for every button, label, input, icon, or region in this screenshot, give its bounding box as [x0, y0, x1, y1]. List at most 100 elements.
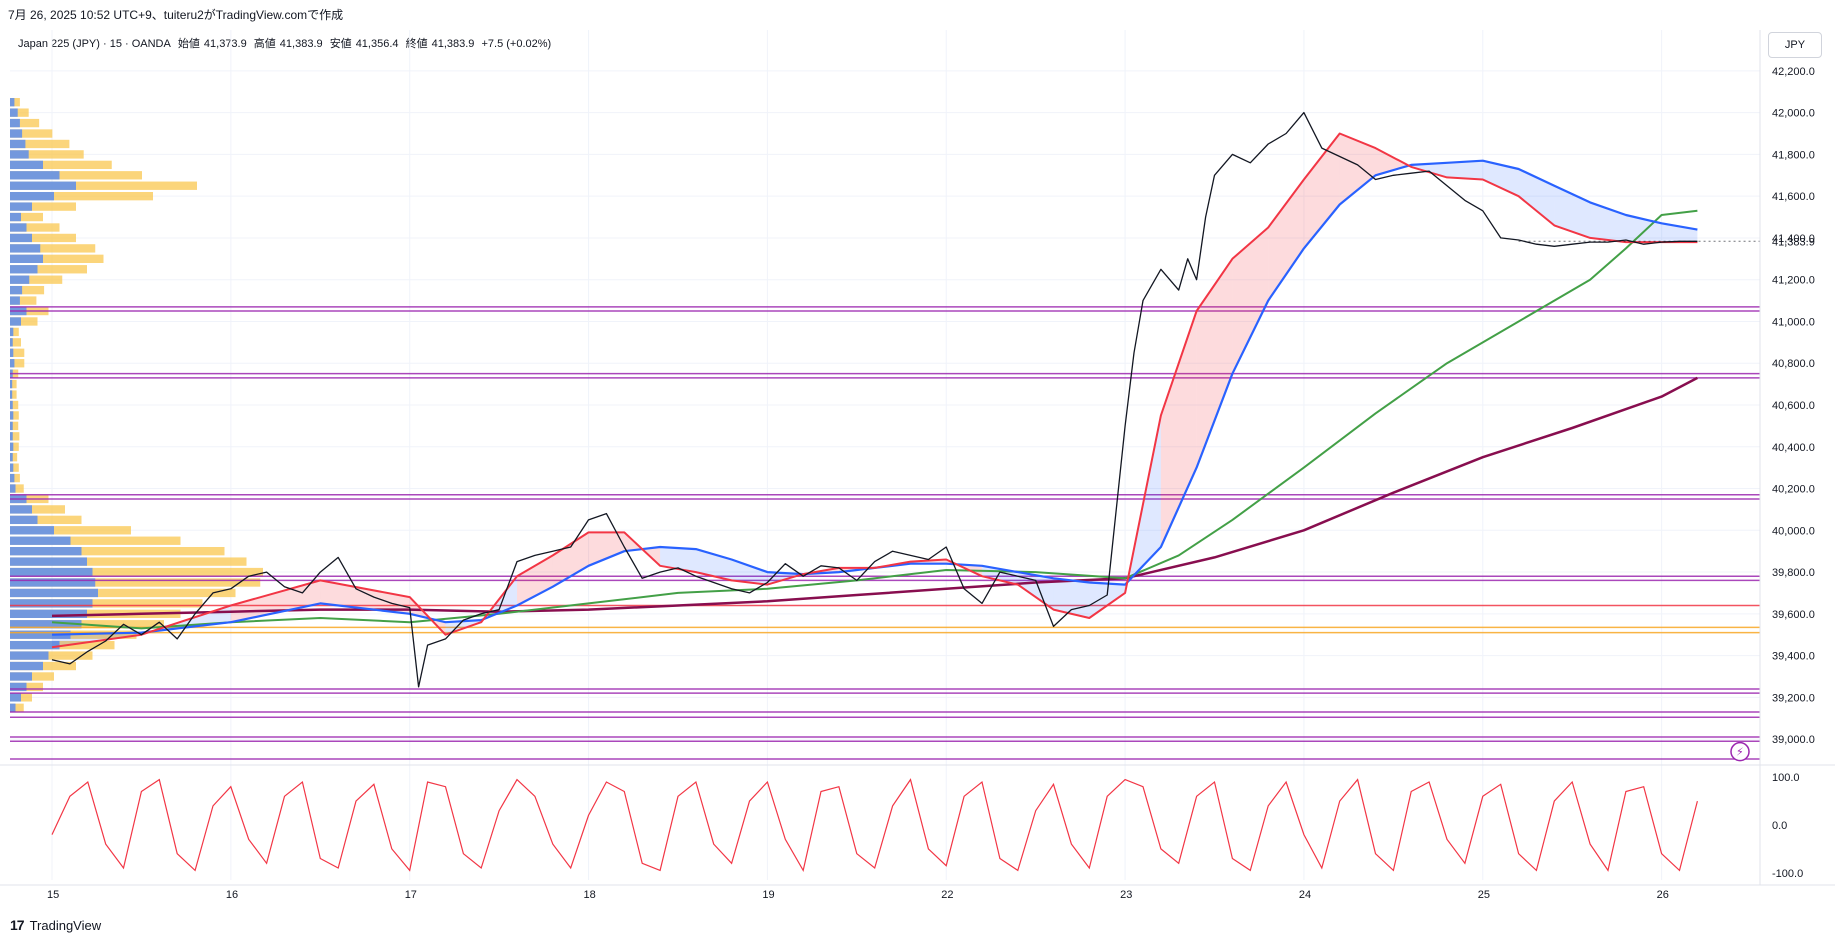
profile-bar-up	[10, 129, 23, 138]
profile-bar-down	[10, 515, 82, 525]
series-line-ema-mid	[51, 159, 1698, 636]
ribbon-fill-segment	[660, 547, 696, 573]
profile-bar-down	[10, 223, 60, 232]
y-tick-label: 39,200.0	[1772, 692, 1815, 704]
profile-bar-down	[10, 108, 29, 117]
y-tick-label: 41,000.0	[1772, 316, 1815, 328]
profile-bar-down	[10, 703, 24, 712]
x-tick-label: 23	[1120, 889, 1132, 901]
ribbon-fill-segment	[731, 559, 768, 585]
profile-bar-down	[10, 192, 153, 201]
profile-bar-down	[10, 254, 104, 263]
profile-bar-up	[10, 265, 38, 274]
symbol-name[interactable]: Japan 225 (JPY) · 15 · OANDA	[18, 38, 171, 50]
x-tick-label: 25	[1478, 889, 1490, 901]
profile-bar-down	[10, 317, 38, 326]
profile-bar-up	[10, 192, 54, 201]
open-label: 始値	[177, 38, 200, 50]
profile-bar-down	[10, 327, 19, 337]
profile-bar-up	[10, 453, 13, 462]
ribbon-fill-segment	[1196, 258, 1233, 468]
ribbon-fill-segment	[1232, 227, 1269, 374]
y-tick-label: 40,600.0	[1772, 400, 1815, 412]
ribbon-fill-segment	[1518, 169, 1555, 226]
x-tick-label: 19	[762, 889, 774, 901]
profile-bar-up	[10, 682, 27, 692]
profile-bar-up	[10, 98, 15, 107]
profile-bar-down	[10, 338, 21, 347]
x-tick-label: 15	[47, 889, 59, 901]
profile-bar-up	[10, 578, 96, 587]
currency-button[interactable]: JPY	[1768, 32, 1822, 58]
profile-bar-up	[10, 285, 23, 295]
profile-bar-down	[10, 118, 40, 128]
profile-bar-up	[10, 171, 60, 180]
profile-bar-down	[10, 359, 25, 368]
profile-bar-up	[10, 703, 16, 712]
ribbon-fill-segment	[1447, 160, 1483, 180]
high-value: 41,383.9	[279, 38, 323, 50]
profile-bar-up	[10, 317, 21, 326]
ribbon-fill-segment	[1339, 133, 1376, 205]
profile-bar-up	[10, 536, 71, 545]
profile-bar-down	[10, 129, 53, 138]
profile-bar-up	[10, 379, 13, 389]
x-tick-label: 26	[1657, 889, 1669, 901]
profile-bar-down	[10, 150, 84, 159]
profile-bar-up	[10, 505, 32, 514]
profile-bar-up	[10, 421, 13, 431]
last-price-label: 41,383.9	[1772, 236, 1815, 248]
series-line-ema-fast	[51, 132, 1698, 649]
profile-bar-down	[10, 296, 37, 305]
low-value: 41,356.4	[355, 38, 399, 50]
ribbon-fill-segment	[1411, 162, 1448, 178]
profile-bar-up	[10, 212, 21, 222]
ribbon-fill-segment	[588, 532, 625, 566]
x-tick-label: 16	[226, 889, 238, 901]
ribbon-fill-segment	[1160, 311, 1197, 547]
profile-bar-up	[10, 609, 87, 618]
ribbon-fill-segment	[1089, 582, 1126, 618]
y-tick-label: 39,000.0	[1772, 734, 1815, 746]
profile-bar-up	[10, 547, 82, 556]
profile-bar-down	[10, 233, 76, 243]
profile-bar-down	[10, 547, 225, 556]
change-value: +7.5 (+0.02%)	[481, 38, 552, 50]
alert-icon-glyph: ⚡	[1736, 747, 1744, 759]
profile-bar-up	[10, 473, 15, 483]
y-tick-label: 40,200.0	[1772, 484, 1815, 496]
profile-bar-up	[10, 484, 16, 493]
profile-bar-down	[10, 171, 142, 180]
ribbon-fill-segment	[1053, 578, 1090, 618]
profile-bar-up	[10, 244, 41, 253]
y-tick-label: 39,800.0	[1772, 567, 1815, 579]
tradingview-logo[interactable]: 17 TradingView	[10, 917, 101, 933]
profile-bar-down	[10, 557, 247, 566]
axes: 42,200.0 42,000.0 41,800.0 41,600.0 41,400.0…	[0, 30, 1835, 901]
tradingview-mark-icon: 17	[10, 917, 25, 933]
series-lines	[51, 111, 1760, 688]
profile-bar-up	[10, 150, 29, 159]
profile-bar-down	[10, 390, 17, 399]
profile-bar-up	[10, 567, 93, 577]
profile-bar-down	[10, 275, 63, 284]
created-by-caption: 7月 26, 2025 10:52 UTC+9、tuiteru2がTrading…	[8, 8, 344, 22]
profile-bar-down	[10, 526, 131, 535]
profile-bar-down	[10, 285, 45, 295]
horizontal-levels	[10, 306, 1760, 760]
grid	[10, 30, 1760, 880]
profile-bar-up	[10, 640, 60, 650]
profile-bar-down	[10, 400, 19, 410]
ribbon-fill-segment	[552, 532, 589, 587]
profile-bar-up	[10, 233, 32, 243]
series-line-ema-long	[51, 376, 1698, 618]
y-tick-label: 41,200.0	[1772, 275, 1815, 287]
profile-bar-down	[10, 348, 25, 357]
profile-bar-down	[10, 432, 20, 441]
profile-bar-down	[10, 379, 17, 389]
profile-bar-up	[10, 693, 21, 702]
profile-bar-up	[10, 620, 82, 629]
profile-bar-up	[10, 296, 20, 305]
profile-bar-down	[10, 473, 20, 483]
